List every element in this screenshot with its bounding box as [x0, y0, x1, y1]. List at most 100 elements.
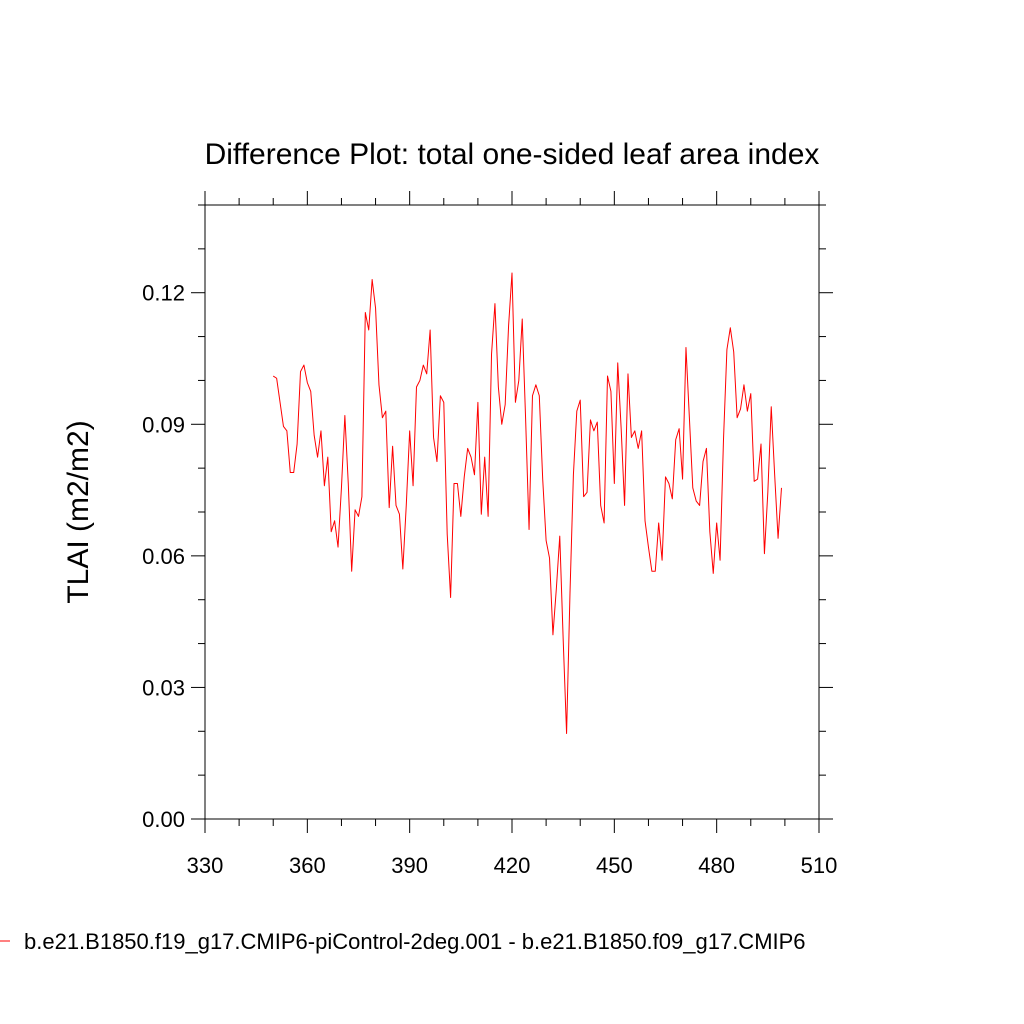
data-point	[685, 347, 686, 348]
data-point	[733, 351, 734, 352]
data-point	[484, 457, 485, 458]
data-point	[440, 395, 441, 396]
data-point	[310, 391, 311, 392]
data-point	[399, 514, 400, 515]
y-tick-label: 0.00	[142, 807, 185, 832]
data-point	[607, 376, 608, 377]
data-point	[532, 395, 533, 396]
data-point	[723, 439, 724, 440]
data-point	[549, 558, 550, 559]
chart-title: Difference Plot: total one-sided leaf ar…	[205, 138, 820, 171]
data-point	[539, 395, 540, 396]
data-point	[740, 408, 741, 409]
data-point	[747, 411, 748, 412]
data-point	[566, 733, 567, 734]
data-point	[754, 481, 755, 482]
data-point	[679, 428, 680, 429]
data-point	[351, 571, 352, 572]
data-point	[338, 547, 339, 548]
data-point	[280, 402, 281, 403]
data-point	[474, 474, 475, 475]
y-tick-label: 0.06	[142, 544, 185, 569]
data-point	[457, 483, 458, 484]
data-point	[645, 520, 646, 521]
data-point	[682, 479, 683, 480]
data-point	[610, 391, 611, 392]
data-point	[477, 402, 478, 403]
data-point	[593, 430, 594, 431]
data-point	[764, 553, 765, 554]
data-point	[467, 448, 468, 449]
data-point	[320, 430, 321, 431]
data-point	[522, 319, 523, 320]
data-point	[361, 496, 362, 497]
data-point	[737, 417, 738, 418]
data-point	[512, 272, 513, 273]
legend: b.e21.B1850.f19_g17.CMIP6-piControl-2deg…	[0, 929, 806, 954]
data-point	[286, 430, 287, 431]
data-point	[771, 406, 772, 407]
data-point	[627, 373, 628, 374]
data-point	[488, 516, 489, 517]
y-tick-label: 0.03	[142, 675, 185, 700]
data-point	[416, 387, 417, 388]
data-point	[450, 597, 451, 598]
data-point	[290, 472, 291, 473]
x-tick-label: 450	[596, 853, 633, 878]
data-point	[583, 496, 584, 497]
data-point	[382, 417, 383, 418]
data-point	[324, 485, 325, 486]
data-point	[662, 560, 663, 561]
data-point	[781, 487, 782, 488]
data-point	[617, 362, 618, 363]
data-point	[365, 312, 366, 313]
data-point	[559, 536, 560, 537]
data-point	[433, 437, 434, 438]
data-point	[590, 419, 591, 420]
data-point	[552, 634, 553, 635]
data-point	[426, 373, 427, 374]
data-point	[348, 483, 349, 484]
data-point	[730, 327, 731, 328]
x-tick-label: 360	[289, 853, 326, 878]
data-point	[696, 501, 697, 502]
data-point	[385, 411, 386, 412]
data-point	[573, 474, 574, 475]
data-point	[576, 411, 577, 412]
data-point	[535, 384, 536, 385]
data-point	[587, 492, 588, 493]
data-point	[634, 430, 635, 431]
data-point	[389, 507, 390, 508]
data-point	[334, 520, 335, 521]
data-point	[327, 457, 328, 458]
series-line	[272, 272, 782, 734]
y-axis: 0.00 0.03 0.06 0.09 0.12	[142, 204, 833, 832]
series-layer	[272, 272, 782, 734]
x-tick-label: 390	[391, 853, 428, 878]
data-point	[706, 448, 707, 449]
x-tick-label: 330	[187, 853, 224, 878]
data-point	[413, 485, 414, 486]
data-point	[563, 639, 564, 640]
data-point	[546, 540, 547, 541]
y-axis-label: TLAI (m2/m2)	[62, 420, 95, 603]
data-point	[293, 472, 294, 473]
data-point	[331, 531, 332, 532]
data-point	[460, 516, 461, 517]
data-point	[709, 531, 710, 532]
data-point	[614, 483, 615, 484]
data-point	[314, 435, 315, 436]
data-point	[556, 588, 557, 589]
x-tick-label: 480	[698, 853, 735, 878]
data-point	[720, 560, 721, 561]
data-point	[491, 354, 492, 355]
data-point	[283, 426, 284, 427]
data-point	[375, 308, 376, 309]
data-point	[307, 382, 308, 383]
data-point	[641, 430, 642, 431]
data-point	[464, 476, 465, 477]
data-point	[672, 498, 673, 499]
data-point	[604, 522, 605, 523]
data-point	[392, 446, 393, 447]
